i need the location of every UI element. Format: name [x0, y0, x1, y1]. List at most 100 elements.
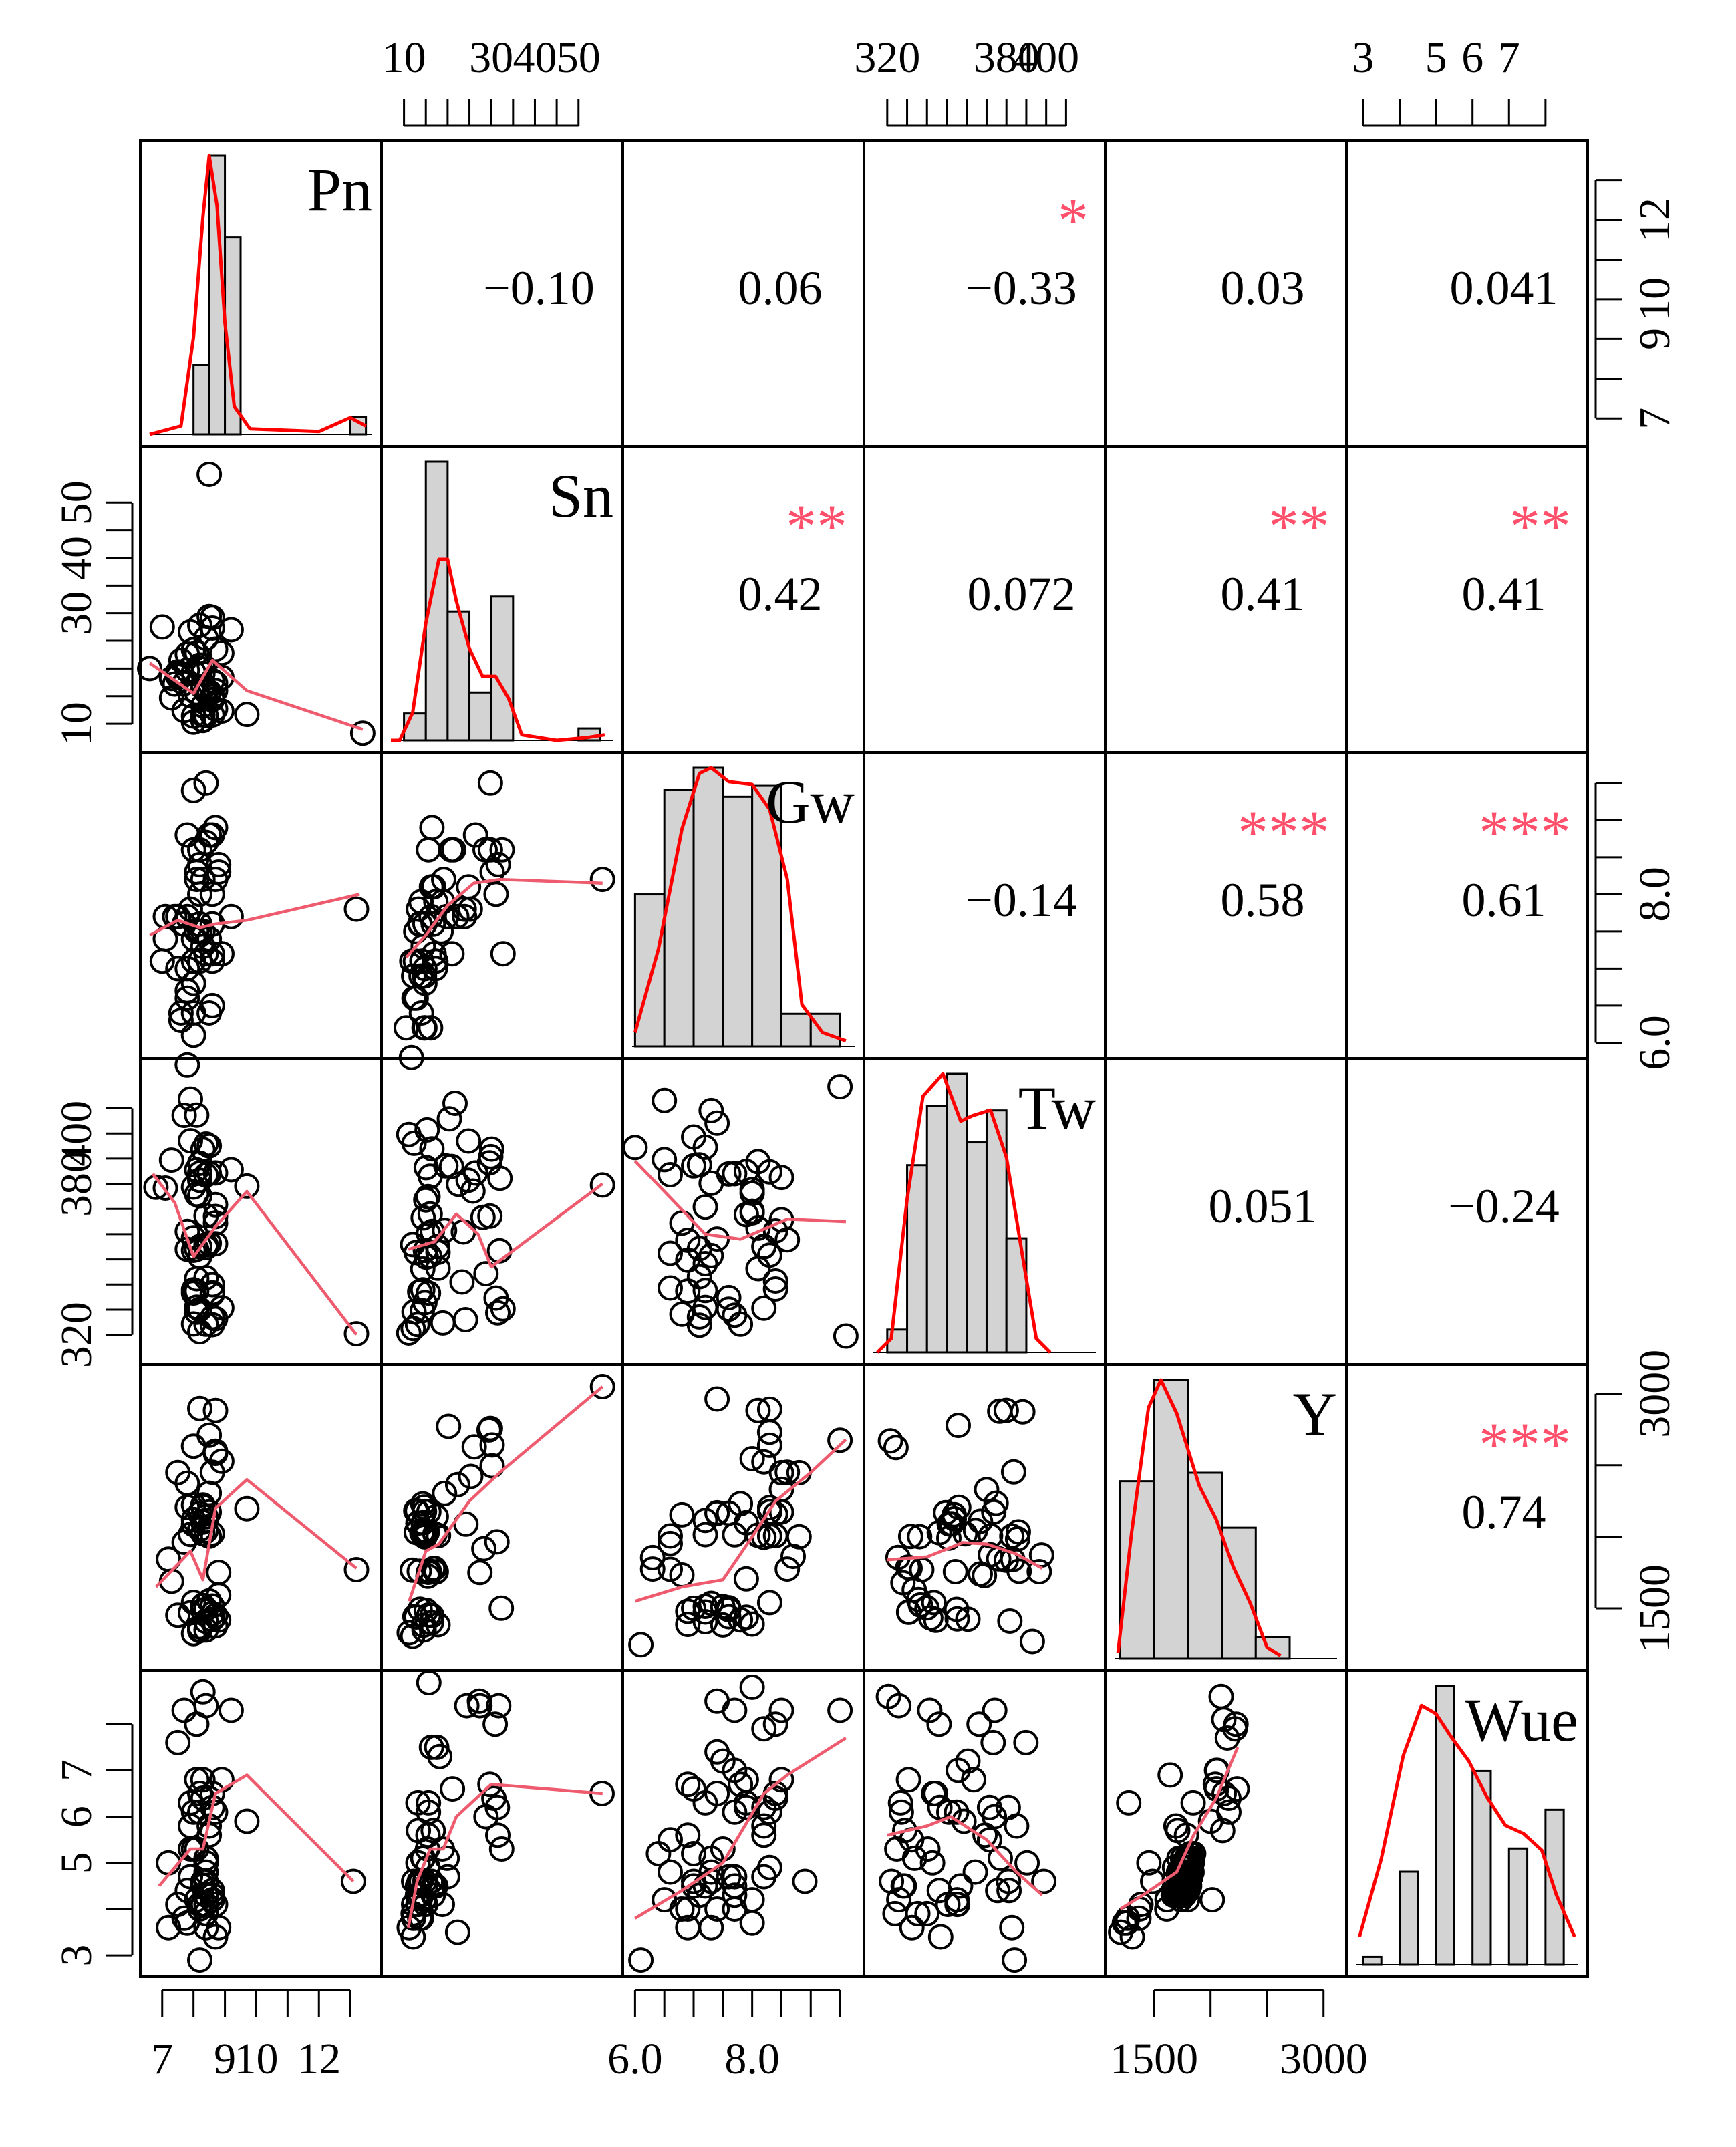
- correlation-value: 0.041: [1450, 261, 1558, 315]
- scatter-r4-c3: [877, 1397, 1054, 1655]
- significance-stars: ***: [1238, 798, 1330, 866]
- correlation-r2-c5: *** 0.61: [1462, 798, 1572, 927]
- scatter-point: [452, 903, 478, 929]
- correlation-value: −0.33: [966, 261, 1077, 315]
- variable-label: Wue: [1465, 1686, 1578, 1754]
- scatter-point: [675, 1612, 701, 1638]
- scatter-point: [962, 1859, 988, 1885]
- scatter-point: [486, 1238, 513, 1264]
- scatter-point: [658, 1859, 683, 1885]
- scatter-point: [418, 1015, 444, 1041]
- scatter-point: [416, 837, 442, 863]
- scatter-point: [905, 1586, 931, 1612]
- scatter-point: [234, 702, 260, 728]
- scatter-point: [441, 837, 466, 863]
- scatter-point: [171, 1103, 197, 1129]
- scatter-point: [488, 1836, 515, 1862]
- scatter-point: [927, 1794, 953, 1820]
- scatter-point: [622, 1135, 648, 1161]
- smooth-line-r1-c0: [148, 658, 364, 731]
- scatter-point: [199, 1794, 225, 1820]
- scatter-point: [458, 1463, 484, 1489]
- scatter-point: [589, 1172, 615, 1198]
- scatter-point: [887, 1790, 913, 1816]
- histogram-bar: [925, 1105, 948, 1354]
- scatter-point: [751, 1716, 777, 1742]
- correlation-r1-c4: ** 0.41: [1221, 492, 1330, 621]
- scatter-point: [405, 1790, 431, 1816]
- scatter-point: [883, 1435, 909, 1461]
- smooth-line-r4-c1: [408, 1385, 604, 1602]
- scatter-point: [681, 1153, 706, 1179]
- histogram-bar: [1399, 1870, 1419, 1966]
- scatter-point: [980, 1729, 1006, 1755]
- correlation-value: 0.03: [1221, 261, 1305, 315]
- scatter-point: [424, 1234, 450, 1260]
- y-tick-label: 320: [52, 1302, 101, 1368]
- scatter-point: [669, 1301, 695, 1327]
- scatter-point: [184, 867, 210, 893]
- scatter-point: [410, 1491, 436, 1517]
- scatter-point: [1126, 1905, 1152, 1931]
- scatter-point: [1026, 1559, 1052, 1584]
- scatter-point: [156, 1850, 182, 1876]
- scatter-point: [716, 1864, 742, 1890]
- density-curve: [1116, 1378, 1282, 1657]
- y-tick-label: 380: [52, 1151, 101, 1217]
- scatter-point: [1202, 1771, 1228, 1798]
- scatter-point: [187, 918, 212, 944]
- correlation-value: −0.24: [1448, 1179, 1560, 1233]
- scatter-point: [470, 1204, 496, 1230]
- scatter-point: [762, 1711, 788, 1737]
- scatter-point: [1214, 1725, 1240, 1751]
- scatter-point: [827, 1427, 853, 1453]
- smooth-line-r2-c1: [405, 877, 603, 959]
- scatter-point: [692, 1194, 718, 1220]
- scatter-point: [768, 1697, 794, 1723]
- correlation-r0-c5: 0.041: [1450, 261, 1558, 315]
- scatter-point: [921, 1781, 947, 1806]
- smooth-line-r5-c0: [158, 1773, 355, 1887]
- scatter-point: [461, 1434, 487, 1460]
- scatter-point: [180, 777, 206, 803]
- y-axis-gw: 6.0 8.0: [1594, 782, 1679, 1070]
- scatter-point: [704, 1110, 730, 1136]
- y-tick-label: 10: [1630, 277, 1679, 321]
- correlation-r0-c3: * −0.33: [966, 186, 1089, 315]
- scatter-point: [698, 1914, 724, 1941]
- scatter-point: [190, 1767, 216, 1793]
- scatter-point: [180, 948, 206, 974]
- scatter-point: [983, 1490, 1009, 1516]
- histogram-bar: [1435, 1685, 1455, 1966]
- scatter-point: [206, 851, 232, 877]
- scatter-point: [489, 837, 515, 863]
- variable-label: Y: [1293, 1380, 1337, 1448]
- y-tick-label: 7: [52, 1759, 101, 1781]
- scatter-point: [890, 1873, 916, 1899]
- scatter-point: [430, 1310, 456, 1336]
- scatter-point: [234, 1495, 260, 1522]
- scatter-point: [490, 941, 516, 967]
- density-curve: [1358, 1703, 1576, 1938]
- scatter-point: [722, 1161, 748, 1187]
- scatter-point: [184, 680, 210, 706]
- scatter-point: [675, 1822, 701, 1848]
- histogram-bar: [490, 595, 515, 742]
- scatter-point: [165, 956, 191, 982]
- scatter-point: [408, 1000, 434, 1026]
- x-tick-label: 40: [513, 33, 557, 82]
- scatter-point: [180, 970, 206, 996]
- correlation-value: −0.14: [966, 873, 1077, 927]
- correlation-value: 0.74: [1462, 1485, 1546, 1539]
- smooth-line-r5-c3: [887, 1815, 1044, 1896]
- scatter-point: [419, 1136, 445, 1162]
- scatter-point: [1199, 1887, 1225, 1913]
- scatter-point: [490, 1296, 516, 1322]
- scatter-point: [174, 822, 200, 848]
- scatter-point: [484, 1529, 510, 1555]
- scatter-point: [936, 1511, 962, 1537]
- scatter-point: [202, 815, 229, 841]
- scatter-point: [396, 1121, 422, 1147]
- scatter-point: [400, 1316, 426, 1342]
- scatter-point: [420, 1882, 446, 1908]
